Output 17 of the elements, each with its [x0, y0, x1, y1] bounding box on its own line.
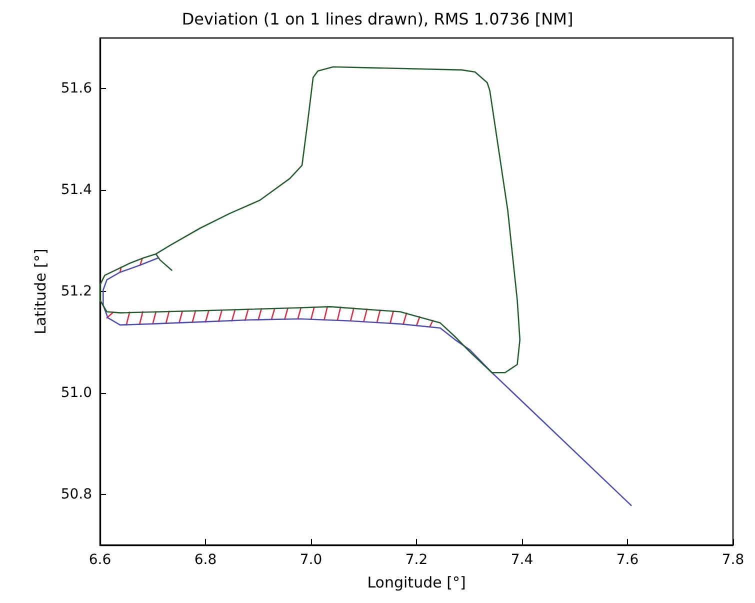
y-tick-label: 51.4: [60, 182, 92, 198]
chart-title: Deviation (1 on 1 lines drawn), RMS 1.0736 [NM]: [182, 10, 574, 28]
y-tick-label: 51.6: [60, 80, 92, 97]
x-tick-label: 7.6: [616, 552, 639, 568]
y-tick-label: 51.0: [60, 384, 92, 401]
line-series: [102, 257, 632, 506]
y-tick-label: 50.8: [60, 486, 92, 502]
y-tick-label: 51.2: [60, 284, 92, 300]
x-tick-label: 7.0: [300, 552, 322, 568]
x-tick-label: 6.6: [88, 552, 112, 568]
x-tick-label: 6.8: [194, 552, 217, 568]
line-series: [99, 66, 521, 374]
y-axis-title: Latitude [°]: [32, 248, 50, 334]
x-axis-title: Longitude [°]: [367, 574, 466, 592]
x-tick-label: 7.4: [510, 552, 534, 568]
x-tick-label: 7.8: [722, 552, 744, 568]
x-tick-label: 7.2: [405, 552, 428, 568]
